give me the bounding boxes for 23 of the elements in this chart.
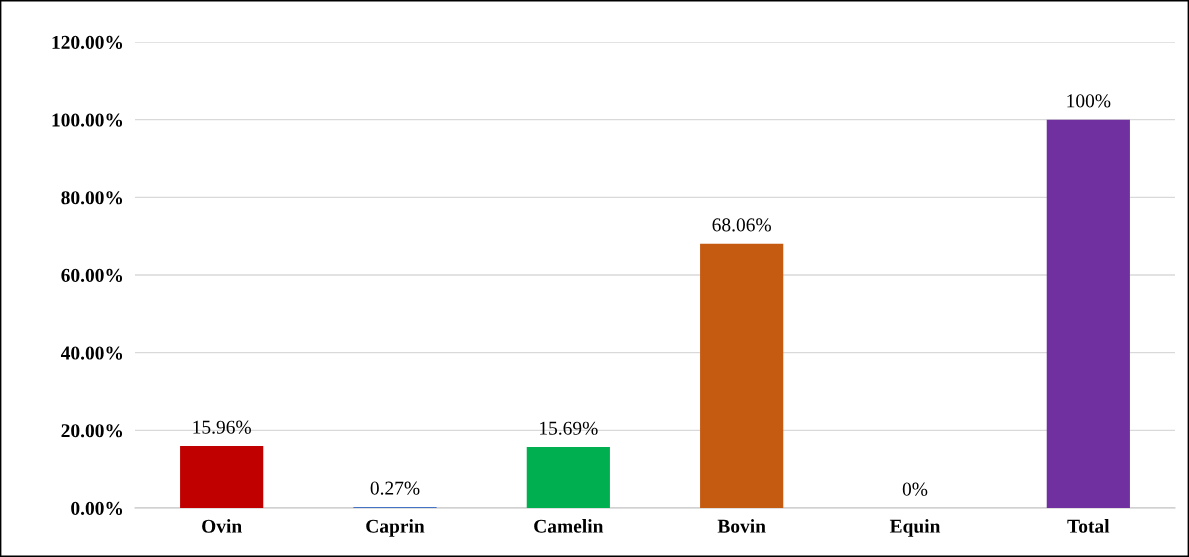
x-tick-label: Camelin: [534, 519, 604, 533]
x-tick-label: Ovin: [202, 519, 242, 533]
bar: [700, 243, 784, 508]
x-tick-label: Equin: [889, 519, 941, 537]
data-label: 15.96%: [193, 420, 251, 434]
y-tick-label: 0.00%: [71, 501, 123, 516]
bar: [526, 447, 610, 508]
y-tick-label: 40.00%: [60, 346, 123, 360]
data-label: 0%: [902, 482, 928, 496]
bar: [180, 446, 264, 508]
y-tick-label: 100.00%: [52, 113, 123, 127]
data-label: 15.69%: [540, 421, 598, 435]
x-tick-label: Bovin: [717, 519, 766, 533]
data-label: 68.06%: [712, 218, 771, 232]
y-tick-label: 80.00%: [61, 191, 123, 205]
y-tick-label: 120.00%: [52, 35, 123, 50]
data-label: 100%: [1067, 94, 1111, 108]
x-tick-label: Caprin: [366, 519, 425, 537]
data-label: 0.27%: [370, 481, 420, 495]
y-tick-label: 60.00%: [61, 268, 123, 283]
bar: [1046, 119, 1130, 508]
y-tick-label: 20.00%: [61, 424, 123, 438]
x-tick-label: Total: [1067, 519, 1110, 533]
